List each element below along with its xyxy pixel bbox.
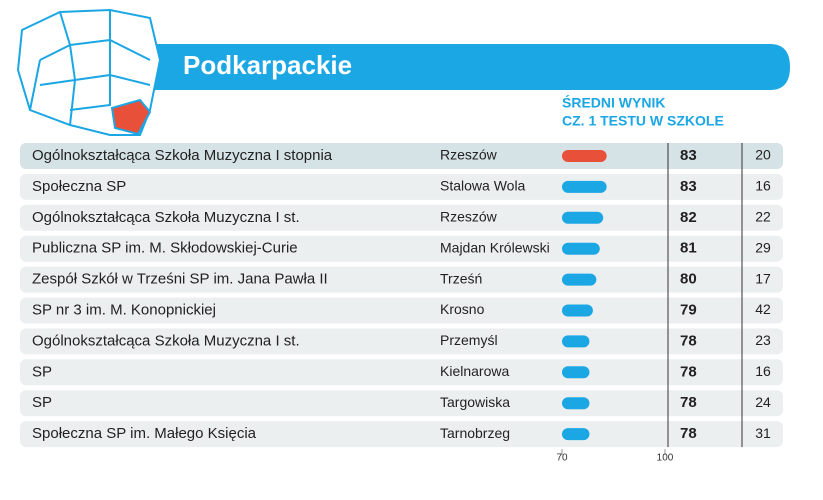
city: Targowiska — [440, 394, 510, 410]
tick-label: 100 — [657, 453, 674, 464]
school-name: Ogólnokształcąca Szkoła Muzyczna I stopn… — [32, 147, 333, 164]
score-bar — [562, 242, 600, 255]
city: Stalowa Wola — [440, 178, 526, 194]
school-name: Społeczna SP — [32, 178, 126, 195]
rank: 17 — [755, 270, 771, 286]
score: 78 — [680, 332, 697, 349]
score-bar — [562, 304, 593, 317]
row-background — [20, 173, 783, 200]
score-bar — [562, 335, 590, 348]
score: 78 — [680, 425, 697, 442]
column-header: CZ. 1 TESTU W SZKOLE — [562, 113, 724, 129]
score: 78 — [680, 394, 697, 411]
city: Trześń — [440, 270, 482, 286]
school-name: SP nr 3 im. M. Konopnickiej — [32, 301, 216, 318]
score: 82 — [680, 209, 697, 226]
column-header: ŚREDNI WYNIK — [562, 94, 665, 111]
score-bar — [562, 211, 604, 224]
rank: 20 — [755, 147, 771, 163]
school-name: Publiczna SP im. M. Skłodowskiej-Curie — [32, 240, 298, 257]
rank: 23 — [755, 332, 771, 348]
score: 83 — [680, 147, 697, 164]
rank: 22 — [755, 209, 771, 225]
rank: 16 — [755, 363, 771, 379]
score-bar — [562, 273, 597, 286]
score-bar — [562, 366, 590, 379]
city: Przemyśl — [440, 332, 498, 348]
school-name: Ogólnokształcąca Szkoła Muzyczna I st. — [32, 209, 300, 226]
school-name: SP — [32, 394, 52, 411]
school-name: Ogólnokształcąca Szkoła Muzyczna I st. — [32, 332, 300, 349]
city: Rzeszów — [440, 147, 498, 163]
score-bar — [562, 180, 607, 193]
score: 79 — [680, 301, 697, 318]
city: Kielnarowa — [440, 363, 509, 379]
tick-label: 70 — [556, 453, 568, 464]
row-background — [20, 328, 783, 355]
row-background — [20, 421, 783, 448]
row-background — [20, 204, 783, 231]
school-name: SP — [32, 363, 52, 380]
row-background — [20, 359, 783, 386]
school-name: Zespół Szkół w Trześni SP im. Jana Pawła… — [32, 271, 328, 288]
score-bar — [562, 150, 607, 162]
rank: 42 — [755, 301, 771, 317]
row-background — [20, 143, 783, 169]
row-background — [20, 266, 783, 293]
city: Majdan Królewski — [440, 239, 550, 255]
score: 80 — [680, 271, 697, 288]
title: Podkarpackie — [183, 50, 352, 80]
school-name: Społeczna SP im. Małego Księcia — [32, 425, 257, 442]
city: Tarnobrzeg — [440, 425, 510, 441]
score: 81 — [680, 240, 697, 257]
score-bar — [562, 428, 590, 441]
region-map — [16, 8, 162, 136]
city: Krosno — [440, 301, 485, 317]
rank: 16 — [755, 178, 771, 194]
score: 78 — [680, 363, 697, 380]
row-background — [20, 297, 783, 324]
rank: 29 — [755, 239, 771, 255]
city: Rzeszów — [440, 209, 498, 225]
row-background — [20, 390, 783, 417]
score: 83 — [680, 178, 697, 195]
header-band — [150, 44, 790, 90]
rank: 24 — [755, 394, 771, 410]
row-background — [20, 235, 783, 262]
rank: 31 — [755, 425, 771, 441]
score-bar — [562, 397, 590, 410]
